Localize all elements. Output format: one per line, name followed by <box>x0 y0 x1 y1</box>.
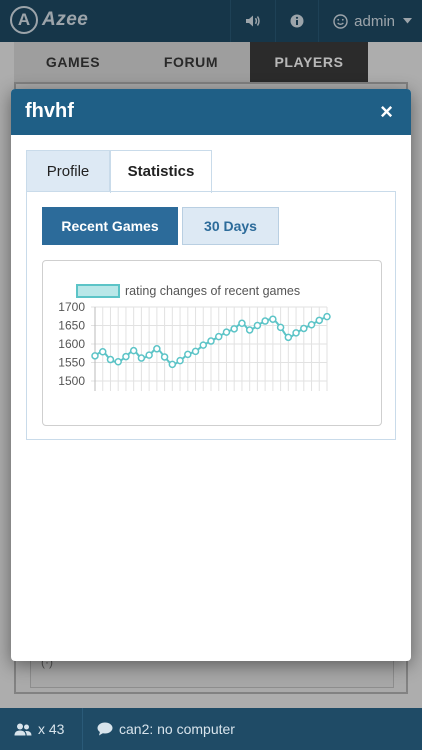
online-users-button[interactable]: x 43 <box>14 708 64 750</box>
rating-chart-svg: 1500 1550 1600 1650 1700 rating changes of re… <box>58 284 331 391</box>
data-point <box>207 337 215 345</box>
info-icon <box>290 14 304 28</box>
online-count: x 43 <box>38 721 65 737</box>
data-point <box>160 353 169 361</box>
y-tick-label: 1700 <box>58 300 85 314</box>
data-point <box>253 321 262 330</box>
player-modal: fhvhf × Profile Statistics Recent Games … <box>11 89 411 661</box>
chat-status-text: can2: no computer <box>119 721 235 737</box>
top-bar: A Azee admin <box>0 0 422 42</box>
data-point <box>199 341 208 349</box>
legend-label: rating changes of recent games <box>125 284 300 298</box>
data-point <box>191 347 200 356</box>
data-point <box>230 325 238 333</box>
username-label: admin <box>354 12 395 30</box>
info-button[interactable] <box>275 0 318 42</box>
rating-chart: 1500 1550 1600 1650 1700 rating changes of re… <box>42 260 382 426</box>
data-point <box>245 326 254 334</box>
app-logo[interactable]: A Azee <box>10 6 88 34</box>
modal-title: fhvhf <box>25 100 74 122</box>
modal-tabs: Profile Statistics <box>26 150 396 193</box>
data-point <box>145 351 153 359</box>
volume-icon <box>246 15 260 27</box>
close-icon[interactable]: × <box>380 99 393 124</box>
caret-down-icon <box>403 18 412 24</box>
data-point <box>323 312 331 321</box>
data-point <box>261 317 269 325</box>
data-point <box>238 319 246 328</box>
chat-status-button[interactable]: can2: no computer <box>82 708 235 750</box>
nav-tab-forum[interactable]: FORUM <box>132 42 250 82</box>
sound-button[interactable] <box>230 0 275 42</box>
logo-icon: A <box>10 6 38 34</box>
data-point <box>91 352 99 360</box>
data-point <box>168 360 177 369</box>
data-point <box>284 333 293 342</box>
thirty-days-button[interactable]: 30 Days <box>182 207 279 245</box>
data-point <box>214 332 223 341</box>
data-point <box>106 355 115 364</box>
y-tick-label: 1500 <box>58 374 85 388</box>
tab-statistics[interactable]: Statistics <box>110 150 212 193</box>
recent-games-button[interactable]: Recent Games <box>42 207 178 245</box>
data-point <box>276 323 285 332</box>
user-menu-button[interactable]: admin <box>318 0 422 42</box>
bottom-bar: x 43 can2: no computer <box>0 708 422 750</box>
data-point <box>269 315 277 323</box>
data-point <box>300 324 308 333</box>
data-point <box>153 345 161 353</box>
data-point <box>307 321 316 329</box>
nav-tab-players[interactable]: PLAYERS <box>250 42 368 82</box>
users-icon <box>14 723 32 735</box>
smiley-icon <box>333 13 348 29</box>
nav-tab-games[interactable]: GAMES <box>14 42 132 82</box>
data-point <box>98 348 107 356</box>
modal-header: fhvhf × <box>11 89 411 135</box>
data-point <box>176 356 184 365</box>
y-tick-label: 1550 <box>58 356 85 370</box>
statistics-panel: Recent Games 30 Days 1500 1550 1600 1650 170… <box>26 191 396 440</box>
data-point <box>292 329 300 337</box>
y-tick-label: 1600 <box>58 337 85 351</box>
main-nav: GAMES FORUM PLAYERS <box>14 42 408 82</box>
tab-profile[interactable]: Profile <box>26 150 110 192</box>
data-point <box>129 346 138 355</box>
data-point <box>184 350 192 359</box>
chat-icon <box>97 722 113 736</box>
data-point <box>137 354 146 362</box>
data-point <box>222 328 231 336</box>
y-tick-label: 1650 <box>58 319 85 333</box>
data-point <box>122 352 130 361</box>
legend-swatch <box>76 284 120 298</box>
data-point <box>315 316 324 325</box>
data-point <box>114 358 122 366</box>
app-name: Azee <box>42 9 89 30</box>
